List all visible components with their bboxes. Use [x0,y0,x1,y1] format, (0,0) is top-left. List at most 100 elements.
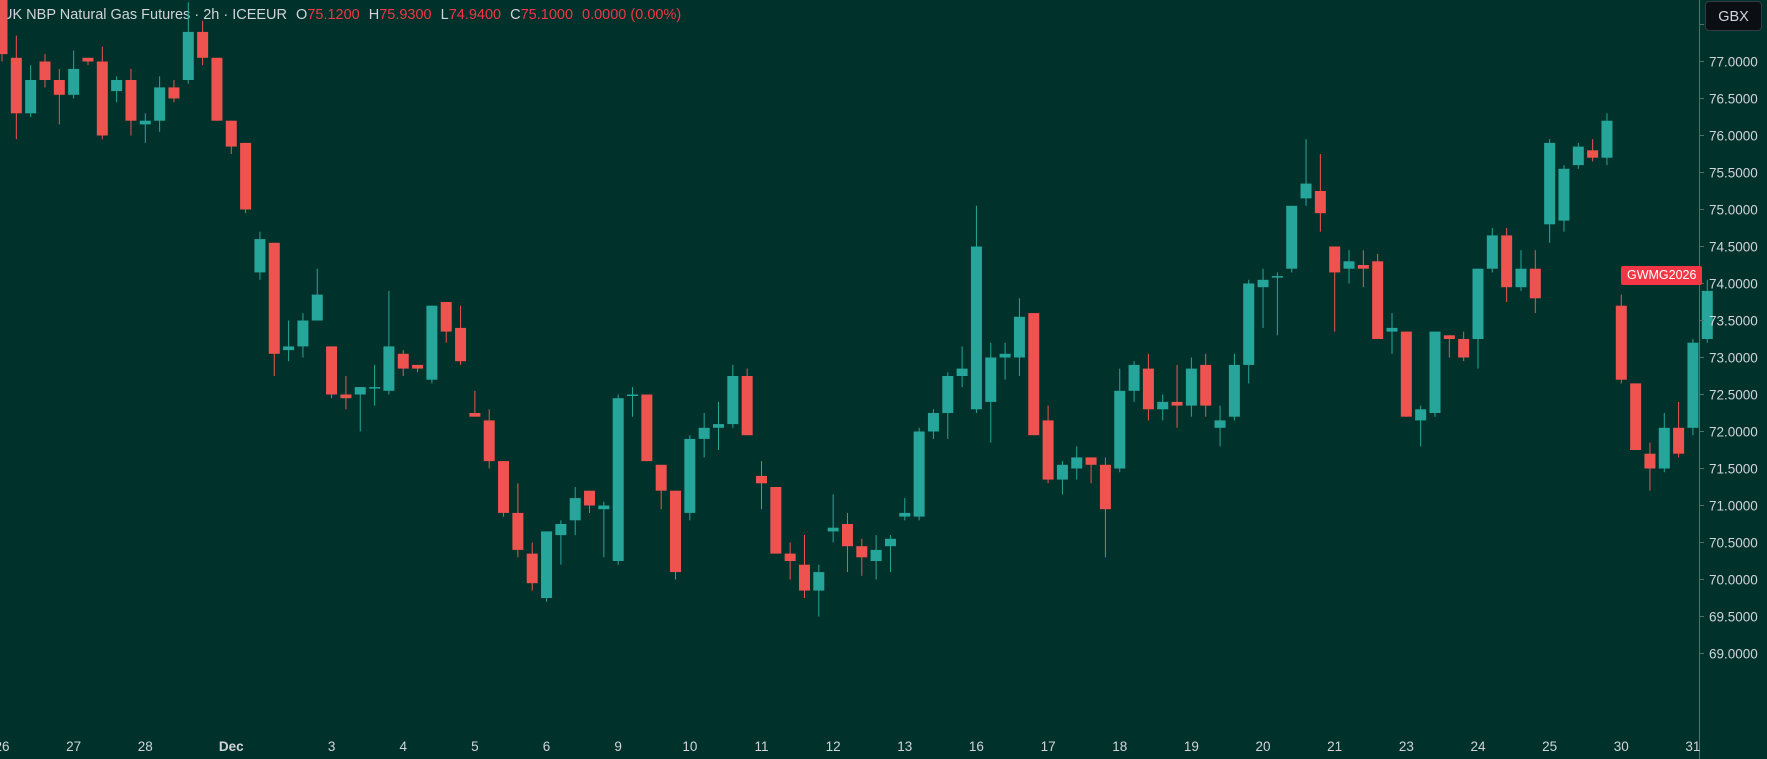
candle-body-up [1185,368,1197,406]
candle [1185,357,1197,417]
candle-body-up [111,80,123,92]
candle-body-up [1601,120,1613,158]
candle-body-down [96,61,108,136]
candle [182,2,194,84]
candle [1085,457,1097,484]
candle-body-down [1357,265,1369,269]
candle [139,113,151,143]
candle [1558,165,1570,232]
candle [297,313,309,358]
candle [770,487,782,554]
candle-body-down [1644,453,1656,469]
x-tick-label: 9 [614,739,622,754]
candle [483,409,495,469]
candle-body-down [1042,420,1054,480]
candle-body-down [1615,305,1627,380]
candle [1099,457,1111,558]
x-tick-label: 23 [1399,739,1414,754]
candle-body-up [684,438,696,513]
candle [283,320,295,362]
candle [1257,268,1269,328]
candle [1400,331,1412,417]
candle [0,0,8,62]
candle [154,76,166,132]
candle-body-down [1458,339,1470,358]
x-tick-label: Dec [219,739,244,754]
candle [369,364,381,406]
candle [884,535,896,573]
candle [1486,228,1498,273]
candle [426,305,438,384]
candle-body-up [1128,364,1140,391]
candle-body-up [369,387,381,389]
candle [913,427,925,521]
candle-body-up [612,398,624,561]
candle-body-up [1343,261,1355,269]
x-tick-label: 27 [66,739,81,754]
candle-body-down [1171,401,1183,406]
candle [1300,139,1312,206]
candle [96,46,108,140]
candle-body-down [326,346,338,395]
currency-button[interactable]: GBX [1705,1,1762,31]
candle-body-down [211,57,223,121]
candle-body-down [469,413,481,417]
candle-body-down [1142,368,1154,410]
candle [1415,405,1427,447]
candle-body-up [899,512,911,517]
candle [698,413,710,458]
candle-body-up [1243,283,1255,365]
candle-body-up [827,527,839,532]
time-axis[interactable]: 26 27 28 Dec 3 4 5 6 9 10 11 12 13 16 17 18 19 20 21 23 24 25… [0,739,1700,754]
candle-body-up [139,120,151,125]
candle-body-down [1372,261,1384,339]
candle [39,54,51,88]
candle [397,350,409,376]
candle-body-down [268,242,280,354]
candle [125,68,137,136]
candle-body-down [240,142,252,210]
candle-body-down [655,464,667,491]
candle [1200,353,1212,417]
candle-body-up [1558,168,1570,221]
candle [684,435,696,521]
candle-body-down [1529,268,1541,299]
candle [10,35,22,140]
candle-body-down [770,487,782,554]
candle [383,290,395,395]
candle [1386,313,1398,354]
candle [1587,139,1599,162]
candle [1443,335,1455,358]
candle [1673,401,1685,458]
candle [526,542,538,591]
candle-body-up [283,346,295,351]
candle [512,483,524,558]
candle [1028,313,1040,436]
candle [1357,250,1369,288]
candle-body-down [340,394,352,399]
candle [713,401,724,450]
candle-body-down [498,461,510,513]
candle [956,346,968,388]
candle-body-down [197,31,209,58]
close-label: C [510,7,521,23]
candle-body-down [741,376,753,436]
candle-body-down [512,512,524,550]
candle [541,531,553,602]
candle [354,387,366,432]
candle [655,464,667,510]
price-axis[interactable]: 69.0000 69.5000 70.0000 70.5000 71.0000 71.50… [1700,0,1758,662]
y-tick-label: 76.5000 [1709,92,1758,107]
symbol-price-badge: GWMG2026 [1621,266,1703,285]
candle-body-down [82,57,94,62]
low-label: L [440,7,449,23]
candle [168,80,180,103]
candle-body-down [483,420,495,462]
candle [1458,331,1470,362]
candle-body-down [1329,246,1341,273]
candle-body-down [641,394,653,462]
candle-body-down [584,490,596,506]
y-tick-label: 73.5000 [1709,314,1758,329]
candle-body-up [1300,183,1312,199]
